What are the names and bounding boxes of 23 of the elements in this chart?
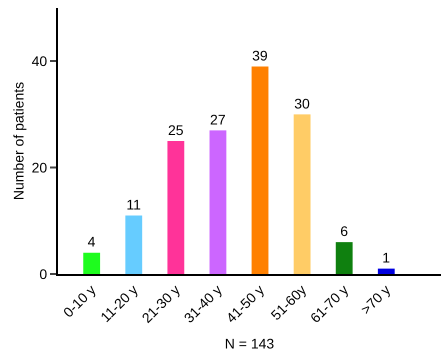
data-label: 6: [340, 223, 348, 240]
x-tick-label: >70 y: [358, 282, 394, 318]
bar: [83, 252, 100, 274]
y-tick-label: 20: [32, 160, 48, 176]
bar: [294, 114, 311, 274]
data-label: 1: [382, 250, 390, 266]
x-tick-label: 0-10 y: [60, 282, 99, 320]
bar: [210, 130, 226, 274]
bar: [336, 242, 353, 274]
bar: [252, 66, 268, 274]
data-label: 39: [252, 48, 268, 64]
bar: [378, 268, 395, 274]
y-tick-label: 40: [32, 53, 48, 70]
data-label: 30: [294, 95, 310, 112]
bar: [125, 215, 142, 274]
data-label: 4: [88, 234, 96, 250]
data-label: 11: [126, 196, 142, 212]
y-axis-title: Number of patients: [10, 82, 27, 200]
x-axis-title: N = 143: [224, 336, 274, 352]
y-tick-label: 0: [39, 266, 48, 282]
bar: [167, 141, 184, 274]
data-label: 25: [168, 122, 184, 138]
data-label: 27: [210, 111, 226, 128]
